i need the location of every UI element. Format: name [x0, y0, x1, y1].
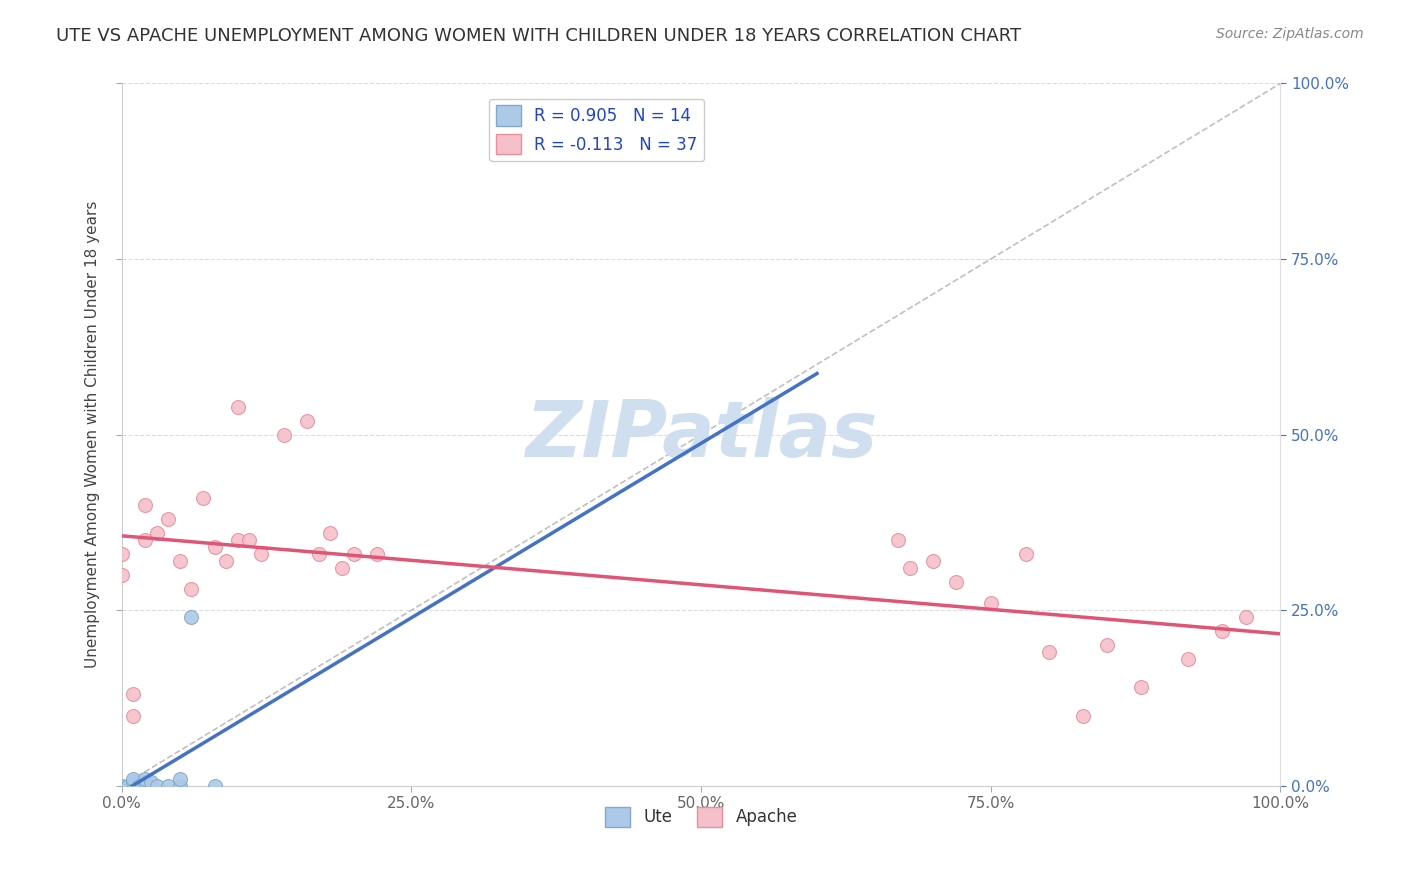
Point [1177, 652, 1199, 666]
Point [169, 554, 191, 568]
Point [980, 596, 1002, 610]
Point [117, 779, 139, 793]
Point [157, 779, 180, 793]
Point [122, 708, 145, 723]
Point [169, 779, 191, 793]
Point [215, 554, 238, 568]
Point [139, 775, 162, 789]
Point [204, 540, 226, 554]
Point [1014, 547, 1036, 561]
Point [111, 568, 134, 582]
Point [921, 554, 943, 568]
Point [295, 413, 318, 427]
Point [319, 525, 342, 540]
Point [191, 491, 214, 505]
Text: ZIPatlas: ZIPatlas [524, 397, 877, 473]
Point [226, 533, 249, 547]
Y-axis label: Unemployment Among Women with Children Under 18 years: Unemployment Among Women with Children U… [86, 201, 100, 668]
Point [1234, 610, 1257, 624]
Point [134, 533, 156, 547]
Point [1095, 638, 1118, 652]
Point [145, 525, 167, 540]
Point [1073, 708, 1095, 723]
Point [238, 533, 260, 547]
Point [366, 547, 388, 561]
Point [945, 575, 967, 590]
Point [180, 610, 202, 624]
Legend: Ute, Apache: Ute, Apache [598, 800, 804, 834]
Point [122, 688, 145, 702]
Point [226, 400, 249, 414]
Point [122, 775, 145, 789]
Point [1211, 624, 1233, 639]
Point [887, 533, 910, 547]
Text: Source: ZipAtlas.com: Source: ZipAtlas.com [1216, 27, 1364, 41]
Point [250, 547, 273, 561]
Point [898, 561, 921, 575]
Point [134, 498, 156, 512]
Point [122, 772, 145, 786]
Point [308, 547, 330, 561]
Point [1130, 681, 1153, 695]
Point [273, 427, 295, 442]
Text: UTE VS APACHE UNEMPLOYMENT AMONG WOMEN WITH CHILDREN UNDER 18 YEARS CORRELATION : UTE VS APACHE UNEMPLOYMENT AMONG WOMEN W… [56, 27, 1021, 45]
Point [157, 512, 180, 526]
Point [180, 582, 202, 596]
Point [128, 779, 150, 793]
Point [1038, 645, 1060, 659]
Point [134, 772, 156, 786]
Point [111, 547, 134, 561]
Point [169, 772, 191, 786]
Point [330, 561, 353, 575]
Point [204, 779, 226, 793]
Point [134, 775, 156, 789]
Point [111, 779, 134, 793]
Point [342, 547, 364, 561]
Point [145, 779, 167, 793]
